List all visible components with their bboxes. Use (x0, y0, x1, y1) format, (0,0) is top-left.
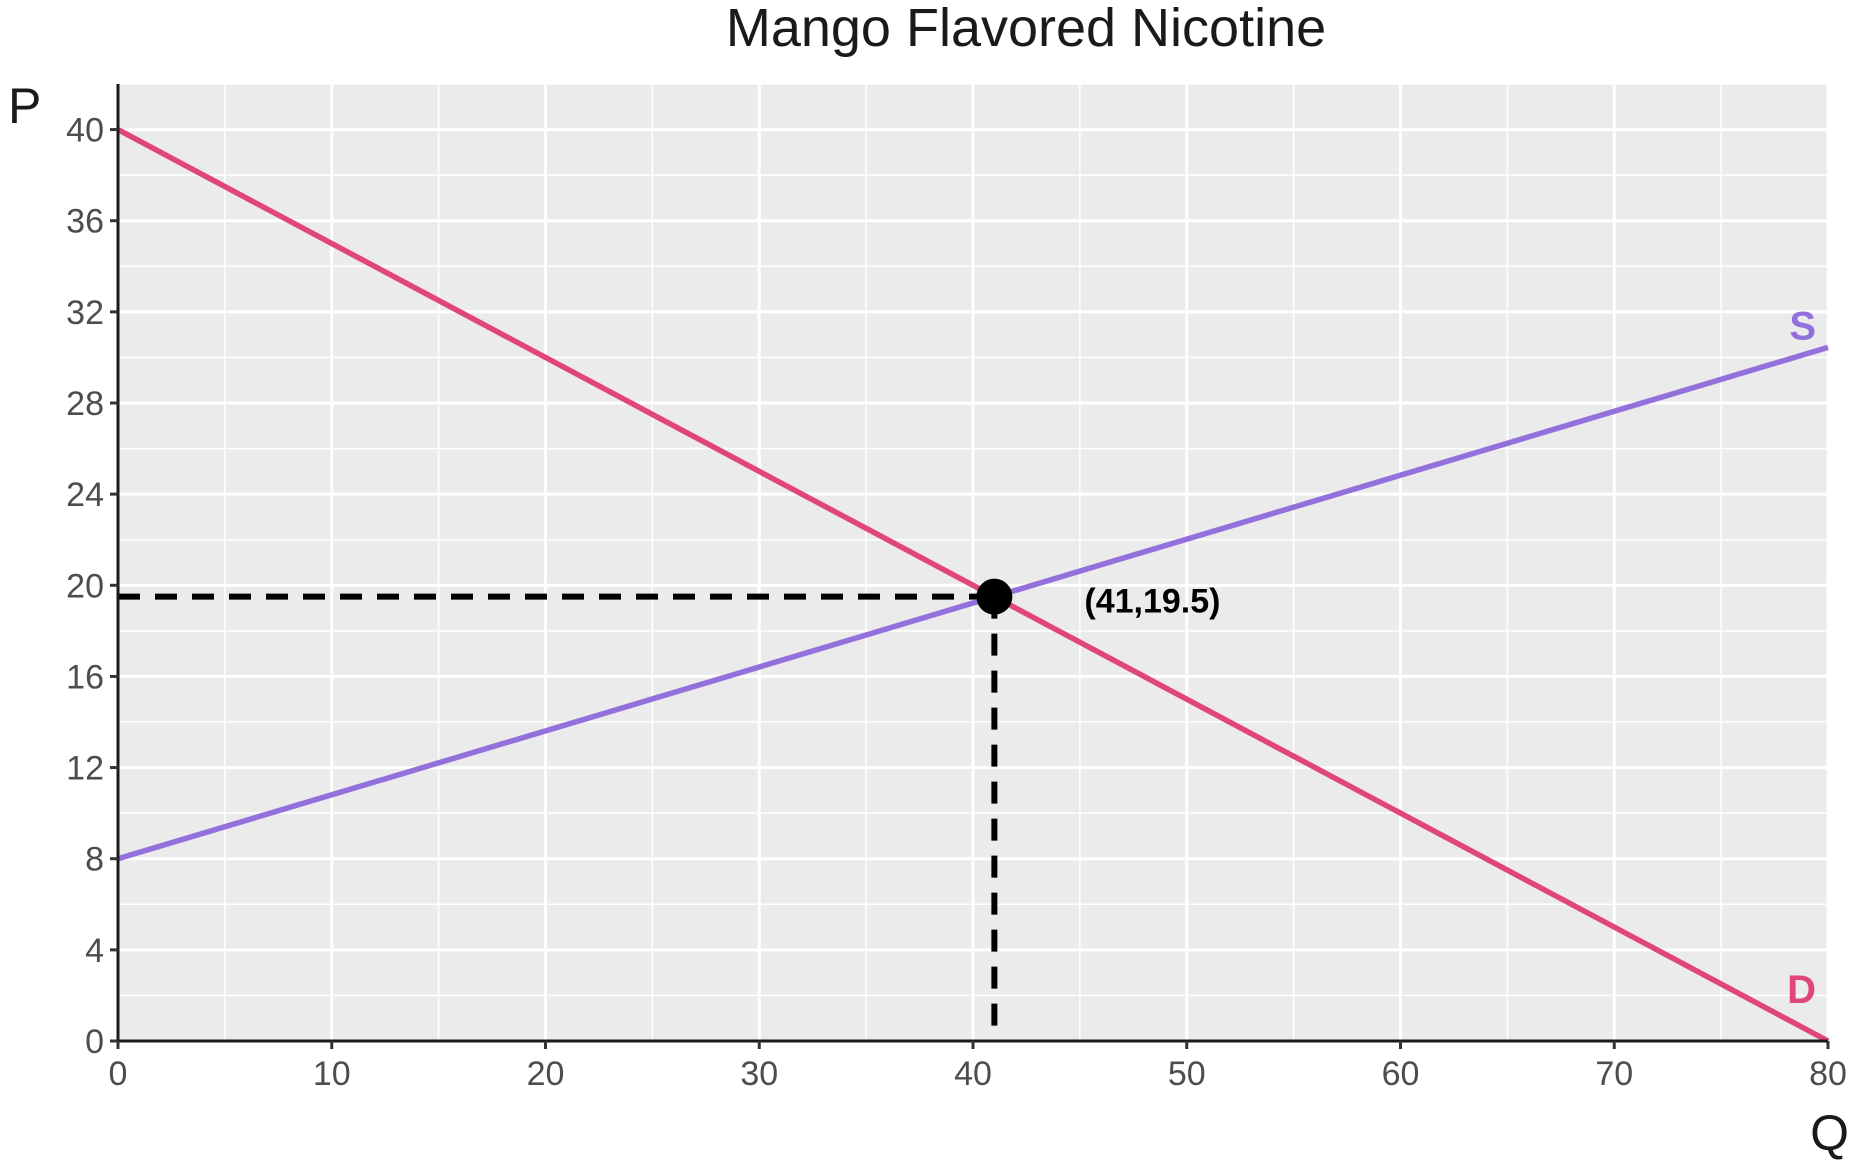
y-tick-label: 20 (66, 567, 104, 605)
series-label-s: S (1789, 304, 1816, 348)
x-tick-label: 40 (954, 1055, 992, 1093)
equilibrium-label: (41,19.5) (1084, 583, 1220, 621)
x-tick-label: 20 (527, 1055, 565, 1093)
y-tick-label: 0 (85, 1023, 104, 1061)
x-tick-label: 80 (1809, 1055, 1847, 1093)
equilibrium-point (976, 578, 1013, 615)
series-layer: S D (41,19.5) (116, 127, 1830, 1044)
chart-title: Mango Flavored Nicotine (726, 0, 1326, 58)
series-line-d (116, 127, 1830, 1044)
x-tick-label: 50 (1168, 1055, 1206, 1093)
y-tick-label: 24 (66, 476, 104, 514)
y-tick-label: 4 (85, 932, 104, 970)
x-tick-label: 0 (109, 1055, 128, 1093)
y-tick-label: 12 (66, 750, 104, 788)
y-tick-label: 8 (85, 841, 104, 879)
tick-labels: 0 10 20 30 40 50 60 70 80 0 4 8 12 16 20 24 28 32 36 40 (66, 112, 1847, 1093)
x-tick-label: 30 (740, 1055, 778, 1093)
equilibrium-guides (118, 593, 998, 1041)
series-label-d: D (1787, 968, 1816, 1012)
x-tick-label: 60 (1382, 1055, 1420, 1093)
y-tick-label: 32 (66, 294, 104, 332)
x-axis-title: Q (1810, 1105, 1849, 1161)
y-axis-title: P (8, 78, 41, 134)
x-tick-label: 70 (1595, 1055, 1633, 1093)
y-tick-label: 36 (66, 203, 104, 241)
y-tick-label: 28 (66, 385, 104, 423)
x-tick-label: 10 (313, 1055, 351, 1093)
y-tick-label: 16 (66, 658, 104, 696)
series-line-s (117, 344, 1829, 862)
y-tick-label: 40 (66, 112, 104, 150)
